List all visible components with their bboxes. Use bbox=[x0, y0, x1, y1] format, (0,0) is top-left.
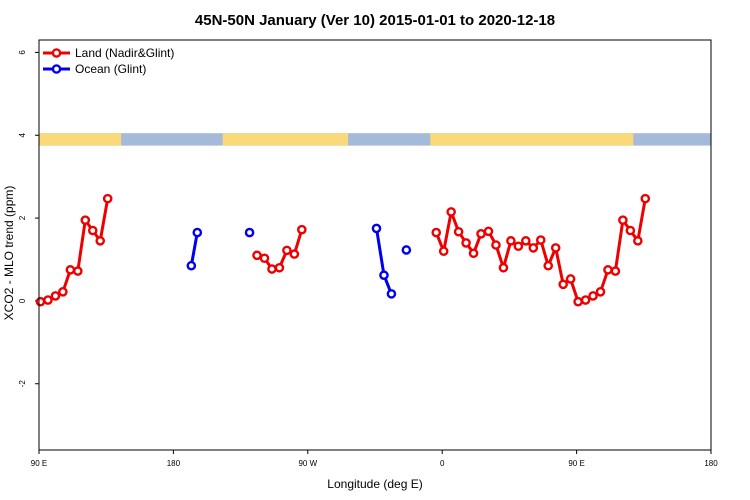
data-point bbox=[244, 227, 255, 238]
legend-label: Ocean (Glint) bbox=[75, 62, 146, 76]
data-point bbox=[565, 274, 576, 284]
x-tick-label: 180 bbox=[167, 459, 181, 468]
data-point bbox=[192, 227, 203, 238]
data-point bbox=[252, 250, 262, 261]
data-point bbox=[550, 243, 561, 253]
data-point bbox=[73, 266, 83, 276]
data-point bbox=[431, 227, 442, 238]
legend: Land (Nadir&Glint) Ocean (Glint) bbox=[43, 46, 174, 76]
data-point bbox=[58, 286, 68, 297]
legend-marker bbox=[51, 48, 62, 58]
data-point bbox=[640, 193, 651, 204]
data-point bbox=[267, 264, 277, 274]
y-axis-title: XCO2 - MLO trend (ppm) bbox=[2, 186, 16, 321]
y-tick-label: 2 bbox=[18, 215, 27, 220]
data-point bbox=[371, 223, 382, 234]
data-point bbox=[274, 262, 285, 273]
data-point bbox=[401, 245, 412, 255]
data-point bbox=[65, 265, 76, 275]
data-point bbox=[506, 236, 516, 246]
data-point bbox=[543, 260, 554, 271]
y-tick-label: -2 bbox=[18, 380, 27, 388]
data-point bbox=[588, 291, 598, 301]
chart-title: 45N-50N January (Ver 10) 2015-01-01 to 2… bbox=[195, 12, 555, 29]
x-axis-title: Longitude (deg E) bbox=[327, 477, 422, 491]
data-point bbox=[43, 295, 53, 305]
y-tick-label: 6 bbox=[18, 50, 27, 55]
y-tick-label: 4 bbox=[18, 132, 27, 137]
data-point bbox=[95, 236, 106, 246]
data-point bbox=[438, 246, 449, 257]
data-point bbox=[282, 245, 292, 256]
series-layer bbox=[35, 193, 651, 307]
y-tick-label: 0 bbox=[18, 298, 27, 303]
data-point bbox=[580, 295, 591, 305]
data-point bbox=[483, 226, 494, 237]
legend-label: Land (Nadir&Glint) bbox=[75, 46, 174, 60]
data-point bbox=[102, 193, 113, 204]
data-point bbox=[35, 296, 46, 307]
data-point bbox=[595, 286, 606, 297]
series-land bbox=[35, 193, 651, 307]
series-line bbox=[375, 228, 393, 295]
data-point bbox=[610, 266, 621, 276]
land-band-segment bbox=[430, 133, 634, 146]
data-point bbox=[87, 225, 98, 236]
axes: 90 E 180 90 W 0 90 E 180 -2 0 2 4 6 bbox=[18, 50, 718, 468]
legend-item: Land (Nadir&Glint) bbox=[43, 46, 174, 60]
data-point bbox=[603, 265, 613, 275]
data-point bbox=[476, 229, 486, 239]
x-tick-label: 90 W bbox=[298, 459, 317, 468]
data-point bbox=[528, 243, 539, 253]
data-point bbox=[558, 279, 568, 290]
plot-frame bbox=[38, 39, 712, 451]
x-tick-label: 90 E bbox=[568, 459, 584, 468]
data-point bbox=[573, 296, 583, 307]
land-band-segment bbox=[39, 133, 122, 146]
land-band-segment bbox=[222, 133, 349, 146]
x-tick-label: 180 bbox=[704, 459, 718, 468]
series-line bbox=[189, 232, 199, 266]
data-point bbox=[461, 238, 471, 248]
legend-marker bbox=[51, 64, 62, 74]
series-ocean bbox=[186, 223, 412, 299]
data-point bbox=[186, 260, 197, 271]
land-ocean-band bbox=[39, 133, 711, 146]
data-point bbox=[379, 270, 389, 281]
legend-item: Ocean (Glint) bbox=[43, 62, 146, 76]
data-point bbox=[618, 215, 628, 225]
data-point bbox=[446, 207, 456, 217]
data-point bbox=[386, 289, 397, 299]
data-point bbox=[297, 224, 307, 235]
data-point bbox=[50, 291, 61, 301]
series-line bbox=[40, 198, 110, 304]
data-point bbox=[289, 249, 300, 259]
data-point bbox=[453, 226, 464, 237]
data-point bbox=[535, 235, 546, 245]
series-line bbox=[434, 198, 647, 304]
data-point bbox=[625, 225, 636, 236]
data-point bbox=[80, 215, 91, 225]
data-point bbox=[498, 262, 509, 273]
data-point bbox=[633, 236, 643, 246]
data-point bbox=[259, 253, 270, 264]
x-tick-label: 90 E bbox=[31, 459, 47, 468]
data-point bbox=[468, 248, 479, 259]
data-point bbox=[521, 236, 531, 246]
data-point bbox=[513, 241, 524, 252]
data-point bbox=[491, 240, 501, 250]
x-tick-label: 0 bbox=[440, 459, 445, 468]
